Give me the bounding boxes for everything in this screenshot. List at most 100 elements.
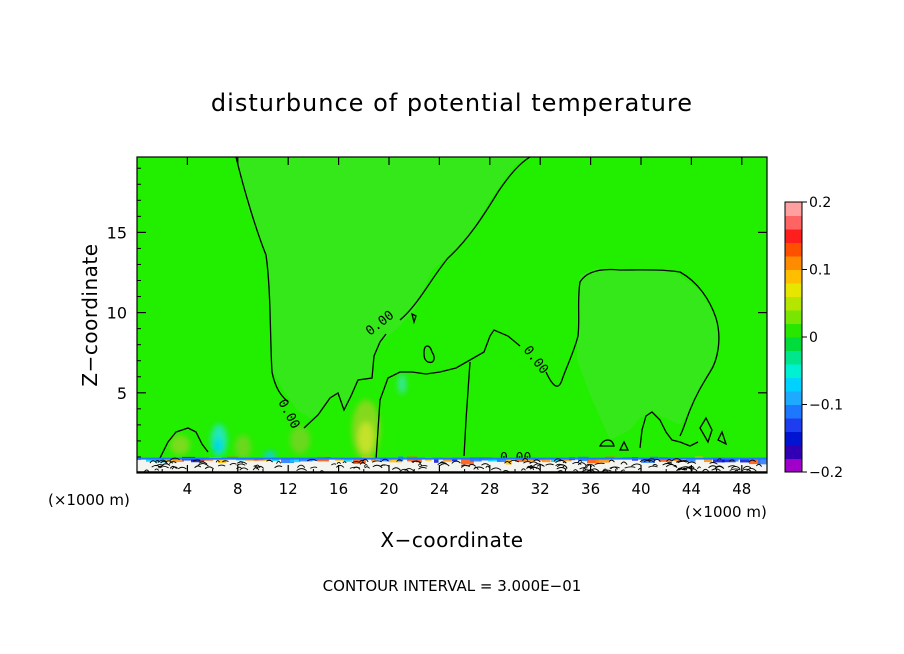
surface-contour-squiggle (411, 460, 422, 464)
surface-contour-squiggle (197, 463, 209, 467)
surface-contour-squiggle (437, 462, 447, 465)
surface-contour-squiggle (229, 462, 237, 466)
surface-contour-squiggle (620, 461, 628, 466)
plot-frame (136, 156, 768, 474)
surface-contour-squiggle (675, 460, 688, 463)
x-tick-label-4: 4 (183, 480, 193, 498)
surface-contour-squiggle (729, 468, 741, 471)
surface-contour-squiggle (451, 460, 461, 464)
surface-patch (146, 457, 158, 462)
zero-contour-ridge (375, 329, 521, 461)
colorbar-swatch (785, 323, 802, 338)
surface-patch (686, 459, 696, 462)
colorbar-tick-label: −0.2 (809, 465, 843, 481)
surface-contour-squiggle (533, 459, 541, 463)
zero-contour-mid (303, 333, 387, 429)
surface-patch (173, 458, 184, 463)
surface-patch (713, 457, 725, 463)
surface-patch (542, 458, 551, 463)
surface-contour-squiggle (363, 464, 368, 467)
surface-patch (722, 458, 736, 463)
surface-contour-squiggle (665, 464, 678, 468)
surface-contour-squiggle (643, 459, 655, 463)
colorbar-swatch (785, 256, 802, 270)
zero-contour-right-region (577, 268, 720, 440)
surface-contour-squiggle (372, 464, 383, 469)
colorbar-swatch (785, 310, 802, 324)
surface-contour-squiggle (215, 460, 220, 463)
surface-contour-squiggle (485, 465, 490, 468)
surface-patch (740, 458, 750, 463)
surface-contour-squiggle (460, 464, 468, 467)
surface-contour-squiggle (158, 465, 169, 469)
surface-patch (281, 459, 295, 464)
surface-contour-squiggle (678, 468, 687, 471)
surface-contour-squiggle (342, 461, 347, 464)
surface-contour-squiggle (198, 461, 208, 465)
surface-patch (218, 459, 227, 464)
surface-patch (434, 458, 439, 463)
surface-contour-squiggle (236, 461, 248, 465)
surface-contour-squiggle (391, 467, 401, 471)
surface-contour-squiggle (553, 458, 562, 462)
surface-patch (704, 457, 713, 463)
surface-patch (416, 458, 422, 463)
colorbar-swatch (785, 391, 802, 405)
surface-contour-squiggle (687, 461, 697, 465)
surface-contour-squiggle (573, 469, 579, 472)
y-axis: 5 10 15 (107, 167, 767, 458)
x-tick-label-24: 24 (430, 480, 449, 498)
surface-contour-squiggle (521, 468, 526, 471)
x-unit-right: (×1000 m) (685, 503, 767, 521)
zero-contour-dome (545, 268, 720, 437)
surface-patch (380, 458, 392, 462)
surface-contour-squiggle (467, 464, 477, 467)
surface-contour-squiggle (529, 461, 538, 464)
surface-contour-squiggle (336, 461, 341, 465)
surface-contour-squiggle (624, 466, 636, 469)
x-tick-label-44: 44 (682, 480, 701, 498)
y-axis-label: Z−coordinate (78, 243, 102, 386)
surface-contour-squiggle (555, 463, 563, 467)
colorbar-swatch (785, 215, 802, 230)
surface-contour-squiggle (504, 461, 512, 465)
surface-contour-squiggle (709, 462, 718, 465)
surface-contour-squiggle (526, 465, 532, 469)
surface-contour-squiggle (711, 468, 721, 472)
colorbar-swatch (785, 445, 802, 459)
surface-contour-squiggle (418, 465, 428, 468)
surface-patch (749, 459, 761, 465)
surface-contour-squiggle (396, 459, 403, 462)
colorbar-swatch (785, 202, 802, 216)
surface-contour-squiggle (296, 468, 307, 471)
surface-patch (587, 459, 600, 464)
surface-contour-squiggle (579, 467, 588, 470)
colorbar-tick-label: −0.1 (809, 398, 843, 414)
x-tick-label-12: 12 (279, 480, 298, 498)
surface-contour-squiggle (252, 467, 260, 471)
colorbar-swatch (785, 283, 802, 297)
surface-contour-squiggle (158, 465, 163, 469)
surface-patch (191, 458, 205, 463)
surface-contour-squiggle (652, 464, 658, 467)
surface-patch (452, 459, 458, 462)
surface-contour-squiggle (523, 461, 532, 464)
colorbar-swatch (785, 377, 802, 392)
surface-patch (461, 459, 474, 465)
surface-contour-squiggle (169, 457, 180, 461)
surface-contour-squiggle (364, 466, 370, 469)
zero-contour-left-bump (159, 427, 209, 459)
surface-contour-squiggle (474, 466, 485, 470)
surface-turbulence-layer (137, 456, 767, 473)
surface-contour-squiggle (608, 459, 615, 463)
surface-contour-squiggle (169, 465, 177, 470)
surface-contour-squiggle (256, 465, 264, 470)
zero-contour-gap (463, 361, 471, 457)
x-tick-label-8: 8 (233, 480, 243, 498)
zero-contour-left-region (236, 157, 530, 418)
surface-patch (596, 458, 610, 463)
surface-contour-squiggle (310, 466, 318, 469)
surface-patch (371, 458, 376, 462)
colorbar-swatch (785, 458, 802, 473)
surface-patch (758, 459, 767, 465)
